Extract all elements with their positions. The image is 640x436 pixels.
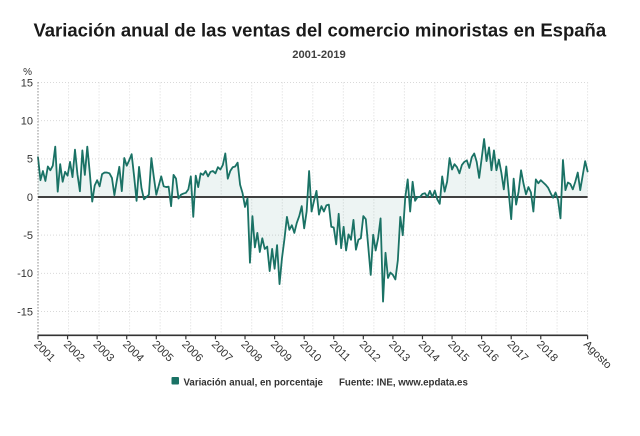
svg-text:Variación anual, en porcentaje: Variación anual, en porcentaje <box>184 378 324 389</box>
svg-text:Fuente: INE, www.epdata.es: Fuente: INE, www.epdata.es <box>339 378 468 389</box>
svg-text:2001-2019: 2001-2019 <box>292 49 346 61</box>
svg-text:5: 5 <box>27 154 33 166</box>
svg-text:-15: -15 <box>17 306 33 318</box>
svg-text:-5: -5 <box>23 230 33 242</box>
svg-text:0: 0 <box>27 192 33 204</box>
svg-text:-10: -10 <box>17 268 33 280</box>
svg-text:Variación anual de las ventas: Variación anual de las ventas del comerc… <box>33 19 606 40</box>
svg-text:%: % <box>23 67 32 78</box>
svg-text:15: 15 <box>21 77 33 89</box>
svg-text:10: 10 <box>21 115 33 127</box>
